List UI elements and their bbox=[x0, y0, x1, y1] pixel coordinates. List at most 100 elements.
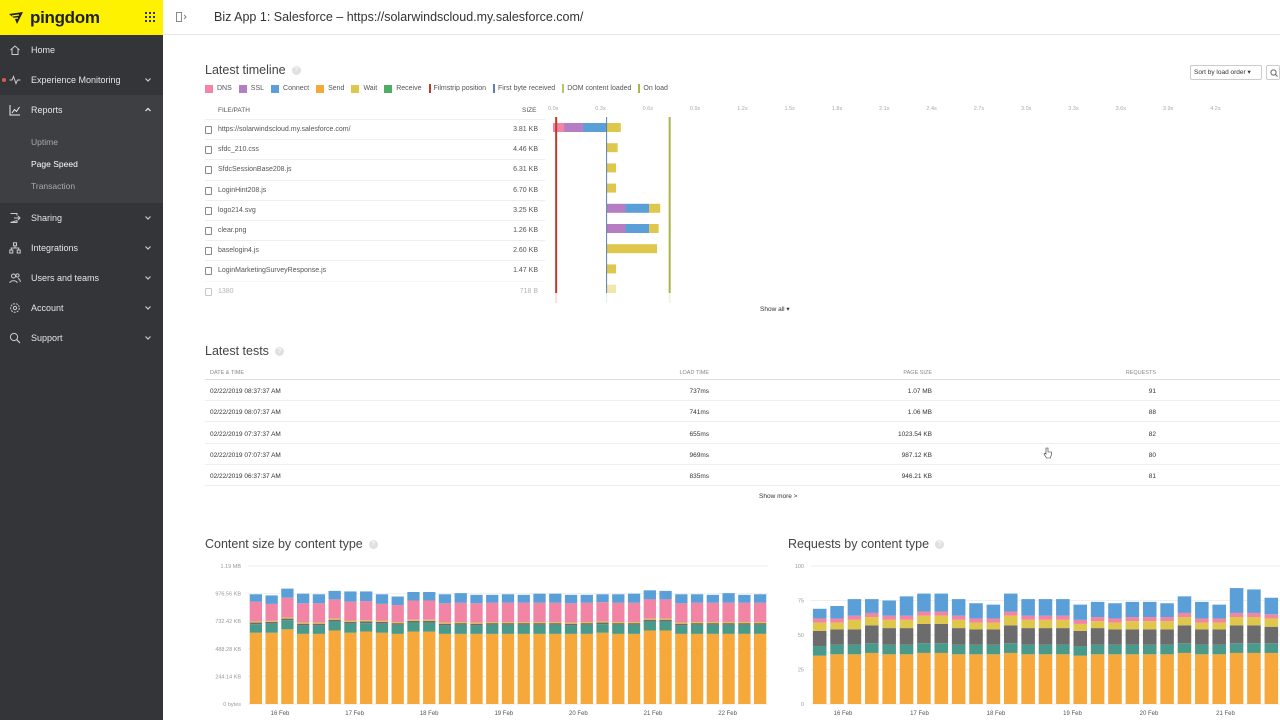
bar-segment[interactable] bbox=[706, 602, 719, 622]
timeline-row[interactable]: LoginMarketingSurveyResponse.js 1.47 KB bbox=[205, 260, 545, 280]
bar-segment[interactable] bbox=[360, 631, 373, 704]
bar-segment[interactable] bbox=[297, 593, 310, 604]
bar-segment[interactable] bbox=[375, 620, 389, 622]
bar-segment[interactable] bbox=[1264, 652, 1279, 704]
bar-segment[interactable] bbox=[643, 618, 656, 620]
bar-segment[interactable] bbox=[917, 615, 931, 624]
bar-segment[interactable] bbox=[951, 654, 966, 704]
bar-segment[interactable] bbox=[675, 623, 688, 626]
bar-segment[interactable] bbox=[501, 624, 515, 634]
bar-segment[interactable] bbox=[328, 619, 341, 622]
bar-segment[interactable] bbox=[454, 602, 467, 622]
timeline-row[interactable]: LoginHint208.js 6.70 KB bbox=[205, 179, 545, 200]
bar-segment[interactable] bbox=[627, 633, 641, 704]
bar-segment[interactable] bbox=[265, 632, 278, 704]
bar-segment[interactable] bbox=[659, 619, 672, 622]
bar-segment[interactable] bbox=[564, 625, 578, 634]
bar-segment[interactable] bbox=[917, 611, 931, 616]
bar-segment[interactable] bbox=[1090, 654, 1105, 704]
bar-segment[interactable] bbox=[643, 590, 656, 600]
bar-segment[interactable] bbox=[486, 594, 499, 603]
bar-segment[interactable] bbox=[328, 630, 341, 704]
bar-segment[interactable] bbox=[1073, 655, 1088, 704]
bar-segment[interactable] bbox=[517, 633, 530, 704]
bar-segment[interactable] bbox=[596, 621, 609, 623]
bar-segment[interactable] bbox=[533, 593, 546, 603]
bar-segment[interactable] bbox=[847, 654, 862, 704]
bar-segment[interactable] bbox=[659, 590, 672, 600]
timeline-row[interactable]: https://solarwindscloud.my.salesforce.co… bbox=[205, 119, 545, 139]
bar-segment[interactable] bbox=[486, 624, 499, 634]
bar-segment[interactable] bbox=[423, 631, 436, 704]
bar-segment[interactable] bbox=[1160, 644, 1174, 655]
bar-segment[interactable] bbox=[344, 601, 357, 621]
bar-segment[interactable] bbox=[722, 602, 735, 622]
bar-segment[interactable] bbox=[249, 594, 263, 602]
timeline-row[interactable]: baselogin4.js 2.60 KB bbox=[205, 240, 545, 260]
bar-segment[interactable] bbox=[986, 618, 1001, 623]
bar-segment[interactable] bbox=[934, 652, 949, 704]
bar-segment[interactable] bbox=[454, 593, 467, 603]
bar-segment[interactable] bbox=[564, 622, 578, 624]
bar-segment[interactable] bbox=[847, 619, 862, 630]
bar-segment[interactable] bbox=[1125, 629, 1140, 645]
bar-segment[interactable] bbox=[812, 618, 827, 623]
waterfall-segment[interactable] bbox=[582, 123, 607, 132]
submenu-item-uptime[interactable]: Uptime bbox=[31, 137, 58, 147]
bar-segment[interactable] bbox=[934, 615, 949, 624]
bar-segment[interactable] bbox=[1056, 599, 1070, 616]
bar-segment[interactable] bbox=[470, 625, 483, 634]
bar-segment[interactable] bbox=[328, 618, 341, 620]
bar-segment[interactable] bbox=[1038, 615, 1053, 620]
bar-segment[interactable] bbox=[882, 600, 896, 616]
bar-segment[interactable] bbox=[1247, 612, 1261, 618]
bar-segment[interactable] bbox=[1177, 625, 1192, 644]
bar-segment[interactable] bbox=[753, 594, 767, 603]
bar-segment[interactable] bbox=[1125, 617, 1140, 622]
bar-segment[interactable] bbox=[1038, 619, 1053, 629]
col-load-time[interactable]: LOAD TIME bbox=[679, 370, 709, 376]
bar-segment[interactable] bbox=[1247, 617, 1261, 626]
test-row[interactable]: 02/22/2019 08:37:37 AM 737ms 1.07 MB 91 bbox=[205, 380, 1280, 401]
bar-segment[interactable] bbox=[249, 621, 263, 623]
bar-segment[interactable] bbox=[501, 623, 515, 625]
help-icon[interactable]: ? bbox=[291, 66, 301, 76]
bar-segment[interactable] bbox=[407, 592, 420, 601]
bar-segment[interactable] bbox=[986, 644, 1001, 655]
bar-segment[interactable] bbox=[722, 633, 735, 704]
bar-segment[interactable] bbox=[612, 602, 625, 622]
bar-segment[interactable] bbox=[951, 619, 966, 629]
bar-segment[interactable] bbox=[627, 602, 641, 622]
bar-segment[interactable] bbox=[596, 632, 609, 704]
bar-segment[interactable] bbox=[1177, 596, 1192, 613]
bar-segment[interactable] bbox=[1177, 612, 1192, 618]
bar-segment[interactable] bbox=[501, 621, 515, 624]
bar-segment[interactable] bbox=[407, 631, 420, 704]
bar-segment[interactable] bbox=[847, 615, 862, 620]
bar-segment[interactable] bbox=[580, 621, 593, 624]
bar-segment[interactable] bbox=[812, 622, 827, 631]
bar-segment[interactable] bbox=[706, 621, 719, 624]
bar-segment[interactable] bbox=[1003, 611, 1018, 616]
bar-segment[interactable] bbox=[969, 644, 983, 655]
bar-segment[interactable] bbox=[265, 595, 278, 604]
bar-segment[interactable] bbox=[1160, 621, 1174, 630]
bar-segment[interactable] bbox=[643, 621, 656, 631]
bar-segment[interactable] bbox=[549, 621, 562, 624]
bar-segment[interactable] bbox=[969, 654, 983, 704]
bar-segment[interactable] bbox=[407, 600, 420, 620]
bar-segment[interactable] bbox=[830, 606, 844, 619]
bar-segment[interactable] bbox=[1247, 625, 1261, 644]
bar-segment[interactable] bbox=[1160, 617, 1174, 622]
bar-segment[interactable] bbox=[830, 644, 844, 655]
bar-segment[interactable] bbox=[470, 622, 483, 624]
bar-segment[interactable] bbox=[312, 623, 326, 626]
bar-segment[interactable] bbox=[1142, 629, 1157, 645]
bar-segment[interactable] bbox=[360, 620, 373, 622]
bar-segment[interactable] bbox=[454, 633, 467, 704]
bar-segment[interactable] bbox=[391, 596, 404, 606]
bar-segment[interactable] bbox=[1195, 644, 1209, 655]
bar-segment[interactable] bbox=[659, 630, 672, 704]
bar-segment[interactable] bbox=[865, 625, 879, 644]
bar-segment[interactable] bbox=[865, 652, 879, 704]
